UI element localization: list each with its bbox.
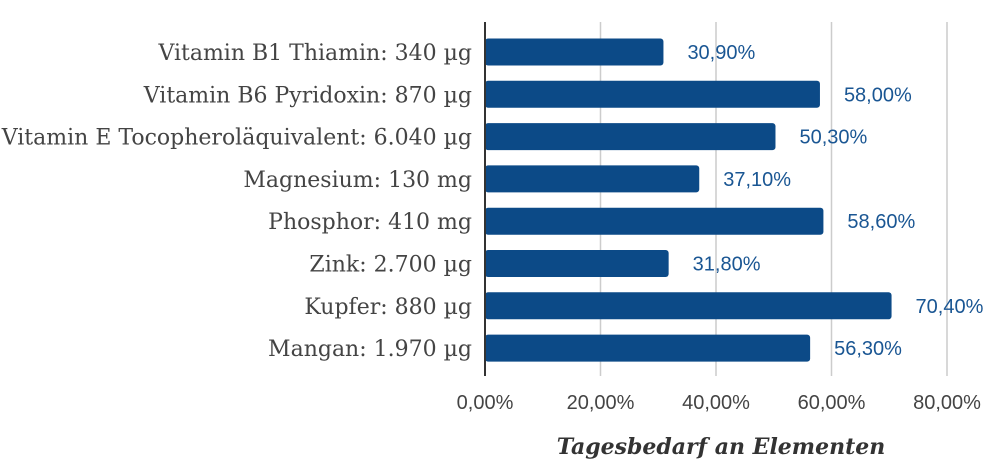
- category-label: Vitamin B6 Pyridoxin: 870 µg: [143, 83, 472, 108]
- value-labels: 30,90% 58,00% 50,30% 37,10% 58,60% 31,80% 70,4…: [687, 42, 983, 360]
- category-label: Phosphor: 410 mg: [268, 210, 472, 235]
- category-label: Vitamin E Tocopheroläquivalent: 6.040 µg: [1, 126, 472, 151]
- bar-value-label: 56,30%: [834, 338, 902, 360]
- bar-value-label: 31,80%: [693, 254, 761, 276]
- category-label: Kupfer: 880 µg: [304, 295, 472, 320]
- x-tick-label: 80,00%: [913, 392, 981, 414]
- bar: [485, 207, 824, 235]
- x-tick-label: 40,00%: [682, 392, 750, 414]
- bars: [485, 38, 892, 362]
- x-tick-label: 20,00%: [567, 392, 635, 414]
- x-tick-labels: 0,00% 20,00% 40,00% 60,00% 80,00%: [457, 392, 981, 414]
- x-tick-label: 60,00%: [798, 392, 866, 414]
- bar-value-label: 58,60%: [847, 211, 915, 233]
- category-label: Magnesium: 130 mg: [243, 168, 472, 193]
- bar: [485, 292, 892, 320]
- bar-value-label: 37,10%: [723, 169, 791, 191]
- category-label: Mangan: 1.970 µg: [268, 337, 472, 362]
- bar: [485, 80, 820, 108]
- bar: [485, 38, 664, 66]
- bar: [485, 334, 811, 362]
- category-labels: Vitamin B1 Thiamin: 340 µg Vitamin B6 Pyr…: [1, 41, 472, 362]
- bar-value-label: 58,00%: [844, 84, 912, 106]
- grid-lines: [599, 22, 948, 376]
- bar: [485, 165, 700, 193]
- bar: [485, 123, 776, 151]
- x-axis-title: Tagesbedarf an Elementen: [557, 434, 885, 460]
- category-label: Vitamin B1 Thiamin: 340 µg: [157, 41, 472, 66]
- bar-value-label: 30,90%: [687, 42, 755, 64]
- bar-value-label: 70,40%: [916, 296, 984, 318]
- bar-value-label: 50,30%: [799, 127, 867, 149]
- x-tick-label: 0,00%: [457, 392, 514, 414]
- category-label: Zink: 2.700 µg: [309, 253, 472, 278]
- bar: [485, 250, 669, 277]
